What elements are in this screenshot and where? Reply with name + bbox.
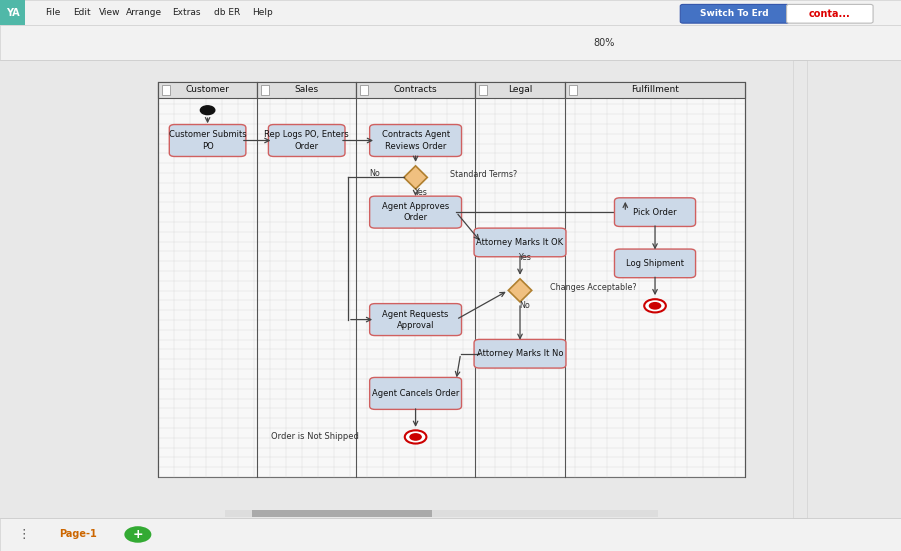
- FancyBboxPatch shape: [474, 339, 566, 368]
- FancyBboxPatch shape: [614, 198, 696, 226]
- Bar: [0, 25, 901, 60]
- Bar: [257, 82, 356, 98]
- Bar: [0, 518, 901, 551]
- FancyBboxPatch shape: [268, 125, 345, 156]
- Text: Customer Submits
PO: Customer Submits PO: [168, 131, 246, 150]
- Polygon shape: [508, 279, 532, 302]
- Text: Contracts Agent
Reviews Order: Contracts Agent Reviews Order: [381, 131, 450, 150]
- FancyBboxPatch shape: [369, 377, 461, 409]
- Circle shape: [649, 302, 661, 310]
- Text: Agent Approves
Order: Agent Approves Order: [382, 202, 450, 222]
- Bar: [0, 0, 901, 25]
- Text: Arrange: Arrange: [126, 8, 162, 17]
- Text: ⋮: ⋮: [17, 528, 30, 541]
- Text: Customer: Customer: [186, 85, 230, 94]
- Text: Fulfillment: Fulfillment: [631, 85, 679, 94]
- Circle shape: [409, 433, 422, 441]
- Text: Attorney Marks It OK: Attorney Marks It OK: [477, 238, 563, 247]
- Text: Legal: Legal: [508, 85, 532, 94]
- Bar: [565, 82, 745, 98]
- Bar: [252, 510, 432, 517]
- Text: Extras: Extras: [172, 8, 201, 17]
- Bar: [158, 82, 745, 477]
- Text: Yes: Yes: [414, 188, 426, 197]
- Circle shape: [200, 106, 214, 115]
- Text: +: +: [132, 528, 143, 541]
- Bar: [359, 85, 368, 95]
- Text: Log Shipment: Log Shipment: [626, 259, 684, 268]
- Text: Page-1: Page-1: [59, 530, 97, 539]
- Polygon shape: [404, 166, 427, 189]
- Bar: [260, 85, 268, 95]
- Text: View: View: [99, 8, 121, 17]
- Circle shape: [405, 430, 426, 444]
- Bar: [475, 82, 565, 98]
- Text: Order is Not Shipped: Order is Not Shipped: [271, 433, 359, 441]
- Text: Sales: Sales: [295, 85, 319, 94]
- Text: Pick Order: Pick Order: [633, 208, 677, 217]
- Text: db ER: db ER: [214, 8, 241, 17]
- Circle shape: [124, 526, 151, 543]
- Text: Attorney Marks It No: Attorney Marks It No: [477, 349, 563, 358]
- Text: Rep Logs PO, Enters
Order: Rep Logs PO, Enters Order: [264, 131, 349, 150]
- Bar: [793, 60, 807, 518]
- Text: 80%: 80%: [593, 37, 614, 47]
- Text: Switch To Erd: Switch To Erd: [700, 9, 769, 19]
- Text: Changes Acceptable?: Changes Acceptable?: [550, 283, 636, 292]
- Bar: [356, 82, 475, 98]
- Bar: [569, 85, 577, 95]
- Circle shape: [644, 299, 666, 312]
- FancyBboxPatch shape: [680, 4, 789, 23]
- FancyBboxPatch shape: [369, 304, 461, 336]
- Text: Agent Requests
Approval: Agent Requests Approval: [382, 310, 449, 329]
- Bar: [161, 85, 169, 95]
- Text: No: No: [519, 301, 530, 310]
- Text: conta...: conta...: [809, 9, 851, 19]
- FancyBboxPatch shape: [369, 125, 461, 156]
- Bar: [158, 82, 257, 98]
- FancyBboxPatch shape: [614, 249, 696, 278]
- FancyBboxPatch shape: [474, 228, 566, 257]
- FancyBboxPatch shape: [787, 4, 873, 23]
- Text: Standard Terms?: Standard Terms?: [450, 170, 517, 179]
- Text: No: No: [369, 169, 380, 177]
- Bar: [0, 0, 25, 25]
- Text: Edit: Edit: [73, 8, 91, 17]
- Bar: [225, 510, 658, 517]
- Text: Contracts: Contracts: [394, 85, 437, 94]
- Text: Yes: Yes: [518, 253, 531, 262]
- Bar: [478, 85, 487, 95]
- Text: Help: Help: [251, 8, 273, 17]
- Text: YA: YA: [5, 8, 20, 18]
- FancyBboxPatch shape: [369, 196, 461, 228]
- Text: File: File: [45, 8, 61, 17]
- FancyBboxPatch shape: [169, 125, 246, 156]
- Text: Agent Cancels Order: Agent Cancels Order: [372, 389, 460, 398]
